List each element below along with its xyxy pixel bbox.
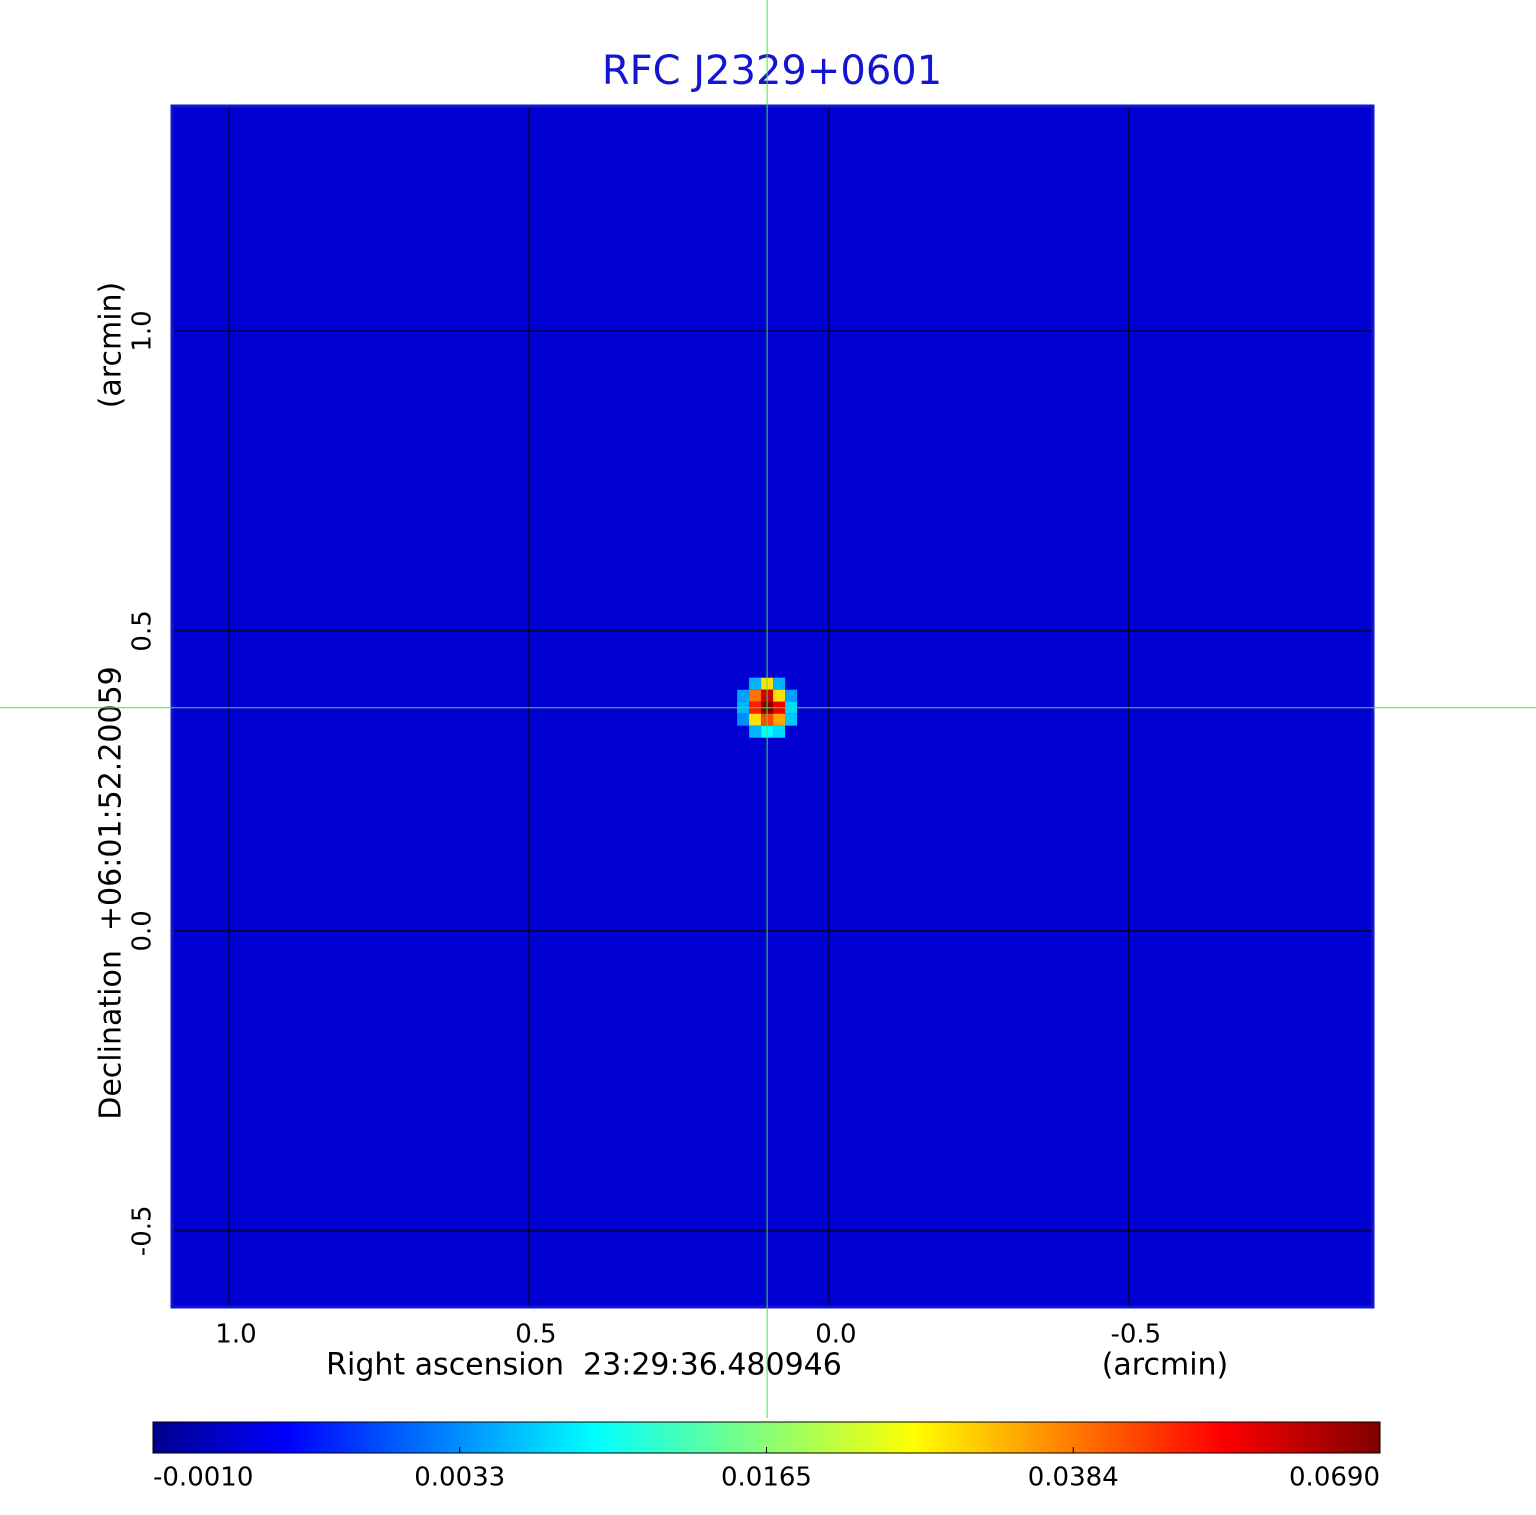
pixel	[773, 677, 786, 690]
x-axis-unit: (arcmin)	[1102, 1348, 1229, 1383]
colorbar-tick-label: 0.0033	[414, 1463, 505, 1493]
colorbar-tick-label: 0.0690	[1289, 1463, 1380, 1493]
pixel	[773, 725, 786, 738]
chart-title: RFC J2329+0601	[602, 48, 942, 94]
x-axis-label: Right ascension 23:29:36.480946	[326, 1348, 842, 1383]
pixel	[773, 713, 786, 726]
y-tick-label: 1.0	[128, 310, 158, 351]
y-axis-unit: (arcmin)	[94, 282, 129, 409]
y-axis-label: Declination +06:01:52.20059	[94, 666, 129, 1120]
pixel	[773, 689, 786, 702]
x-tick-label: 1.0	[215, 1320, 256, 1350]
pixel	[737, 689, 750, 702]
x-tick-label: 0.0	[815, 1320, 856, 1350]
pixel	[749, 677, 762, 690]
y-tick-label: 0.5	[128, 610, 158, 651]
y-tick-label: -0.5	[128, 1205, 158, 1256]
colorbar-tick-label: -0.0010	[153, 1463, 253, 1493]
pixel	[749, 725, 762, 738]
pixel	[749, 689, 762, 702]
colorbar-tick-label: 0.0165	[721, 1463, 812, 1493]
pixel	[749, 713, 762, 726]
x-tick-label: 0.5	[515, 1320, 556, 1350]
plot-border	[170, 104, 1375, 1309]
pixel	[785, 689, 798, 702]
x-tick-label: -0.5	[1110, 1320, 1161, 1350]
y-tick-label: 0.0	[128, 910, 158, 951]
pixel	[785, 713, 798, 726]
pixel	[737, 713, 750, 726]
colorbar-tick-label: 0.0384	[1028, 1463, 1119, 1493]
